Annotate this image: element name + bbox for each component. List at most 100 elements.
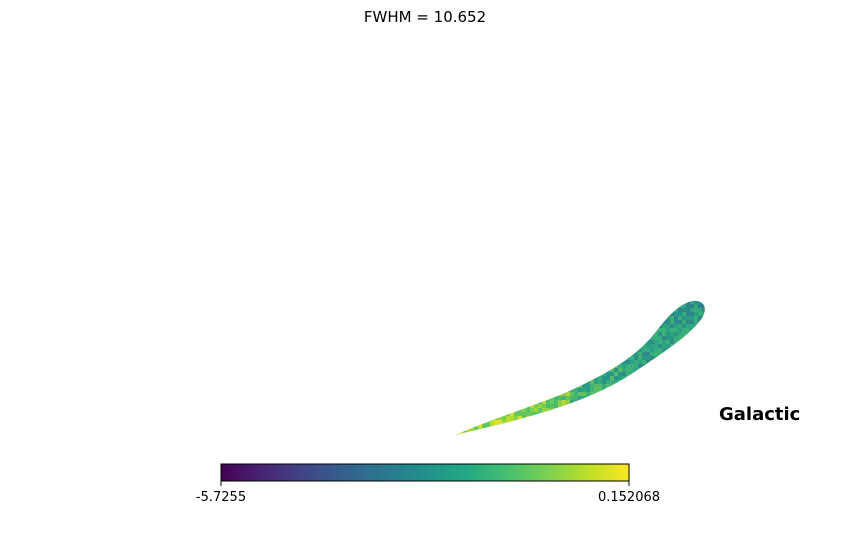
sky-pixel xyxy=(478,356,482,360)
sky-pixel xyxy=(622,324,626,328)
sky-pixel xyxy=(654,316,658,320)
sky-pixel xyxy=(634,348,638,352)
sky-pixel xyxy=(678,356,682,360)
sky-pixel xyxy=(450,324,454,328)
sky-pixel xyxy=(462,364,466,368)
sky-pixel xyxy=(586,408,590,412)
sky-pixel xyxy=(586,328,590,332)
sky-pixel xyxy=(694,348,698,352)
sky-pixel xyxy=(490,416,494,420)
sky-pixel xyxy=(474,380,478,384)
sky-pixel xyxy=(558,352,562,356)
sky-pixel xyxy=(542,408,546,412)
sky-pixel xyxy=(598,432,602,435)
sky-strip-texture xyxy=(450,296,714,440)
sky-pixel xyxy=(658,428,662,432)
sky-pixel xyxy=(482,296,486,300)
sky-pixel xyxy=(638,376,642,380)
sky-pixel xyxy=(506,420,510,424)
sky-pixel xyxy=(694,404,698,408)
sky-pixel xyxy=(534,320,538,324)
sky-pixel xyxy=(686,424,690,428)
sky-pixel xyxy=(614,412,618,416)
sky-pixel xyxy=(562,396,566,400)
sky-pixel xyxy=(690,300,694,304)
sky-pixel xyxy=(614,380,618,384)
sky-pixel xyxy=(638,436,642,440)
sky-pixel xyxy=(710,408,714,412)
sky-pixel xyxy=(498,424,502,428)
sky-pixel xyxy=(498,368,502,372)
sky-pixel xyxy=(514,312,518,316)
sky-pixel xyxy=(682,308,686,312)
sky-pixel xyxy=(486,428,490,432)
sky-pixel xyxy=(486,308,490,312)
sky-pixel xyxy=(462,432,466,435)
sky-pixel xyxy=(466,372,470,376)
sky-pixel xyxy=(546,428,550,432)
sky-pixel xyxy=(662,376,666,380)
sky-pixel xyxy=(618,308,622,312)
sky-pixel xyxy=(638,328,642,332)
sky-pixel xyxy=(558,336,562,340)
sky-pixel xyxy=(654,372,658,376)
sky-pixel xyxy=(662,352,666,356)
sky-pixel xyxy=(650,308,654,312)
sky-pixel xyxy=(610,348,614,352)
sky-pixel xyxy=(530,388,534,392)
sky-pixel xyxy=(662,304,666,308)
sky-pixel xyxy=(530,400,534,404)
sky-pixel xyxy=(658,400,662,404)
sky-pixel xyxy=(566,340,570,344)
sky-pixel xyxy=(694,320,698,324)
sky-pixel xyxy=(558,332,562,336)
sky-pixel xyxy=(554,336,558,340)
sky-pixel xyxy=(678,332,682,336)
sky-pixel xyxy=(610,432,614,435)
sky-pixel xyxy=(530,404,534,408)
sky-pixel xyxy=(466,352,470,356)
sky-pixel xyxy=(606,436,610,440)
sky-pixel xyxy=(682,388,686,392)
sky-pixel xyxy=(574,384,578,388)
sky-pixel xyxy=(638,304,642,308)
sky-pixel xyxy=(618,296,622,300)
sky-pixel xyxy=(538,324,542,328)
sky-pixel xyxy=(550,416,554,420)
sky-pixel xyxy=(498,328,502,332)
sky-pixel xyxy=(654,296,658,300)
sky-pixel xyxy=(662,396,666,400)
sky-pixel xyxy=(526,384,530,388)
sky-pixel xyxy=(690,432,694,435)
sky-pixel xyxy=(646,392,650,396)
sky-pixel xyxy=(590,312,594,316)
sky-pixel xyxy=(578,376,582,380)
sky-pixel xyxy=(506,336,510,340)
sky-pixel xyxy=(566,416,570,420)
sky-pixel xyxy=(546,364,550,368)
sky-pixel xyxy=(710,356,714,360)
sky-pixel xyxy=(562,384,566,388)
sky-pixel xyxy=(486,420,490,424)
sky-pixel xyxy=(650,348,654,352)
sky-pixel xyxy=(578,304,582,308)
sky-pixel xyxy=(646,356,650,360)
sky-pixel xyxy=(642,344,646,348)
sky-pixel xyxy=(694,344,698,348)
sky-pixel xyxy=(654,400,658,404)
sky-pixel xyxy=(458,320,462,324)
sky-pixel xyxy=(630,352,634,356)
sky-pixel xyxy=(466,356,470,360)
sky-pixel xyxy=(638,412,642,416)
sky-pixel xyxy=(510,308,514,312)
sky-pixel xyxy=(530,312,534,316)
sky-pixel xyxy=(598,384,602,388)
sky-pixel xyxy=(582,364,586,368)
sky-pixel xyxy=(614,360,618,364)
sky-pixel xyxy=(498,428,502,432)
sky-pixel xyxy=(586,324,590,328)
sky-pixel xyxy=(614,376,618,380)
sky-pixel xyxy=(678,392,682,396)
sky-pixel xyxy=(670,332,674,336)
sky-pixel xyxy=(586,404,590,408)
